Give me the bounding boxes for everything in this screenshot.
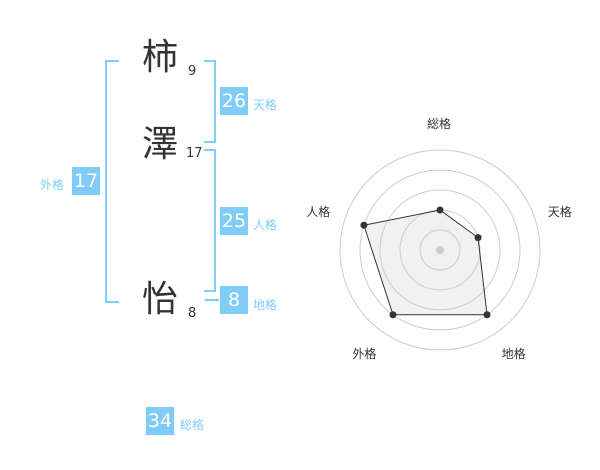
radar-ring (379, 189, 501, 311)
radar-point (474, 234, 482, 242)
radar-axis-label: 外格 (352, 346, 377, 361)
radar-ring (339, 149, 541, 351)
gaikaku-bracket (105, 60, 119, 303)
jinkaku-label: 人格 (253, 218, 278, 232)
chikaku-label: 地格 (253, 298, 278, 312)
radar-point (360, 221, 368, 229)
radar-axis-label: 総格 (427, 117, 452, 131)
radar-center (436, 246, 444, 254)
stroke-count-3: 8 (188, 306, 197, 321)
radar-axis-label: 地格 (501, 346, 526, 361)
tenkaku-bracket (204, 60, 216, 143)
radar-area (363, 209, 488, 316)
name-char-1: 柿 (141, 37, 178, 78)
soukaku-label: 総格 (180, 418, 205, 432)
chikaku-connector (205, 299, 219, 301)
tenkaku-value: 26 (220, 87, 248, 115)
radar-point (483, 311, 491, 319)
tenkaku-label: 天格 (253, 98, 278, 112)
radar-ring (419, 229, 461, 271)
name-char-3: 怡 (141, 279, 178, 320)
name-char-2: 澤 (141, 124, 178, 165)
stroke-count-1: 9 (188, 64, 197, 79)
stroke-count-2: 17 (186, 146, 203, 161)
gaikaku-label: 外格 (40, 178, 65, 192)
radar-point (436, 206, 444, 214)
jinkaku-bracket (204, 149, 216, 292)
radar-axis-label: 人格 (306, 204, 331, 219)
soukaku-value: 34 (146, 407, 174, 435)
radar-point (389, 311, 397, 319)
radar-axis-label: 天格 (547, 204, 572, 219)
chikaku-value: 8 (220, 286, 248, 314)
radar-ring (359, 169, 521, 331)
gaikaku-value: 17 (72, 167, 100, 195)
jinkaku-value: 25 (220, 207, 248, 235)
